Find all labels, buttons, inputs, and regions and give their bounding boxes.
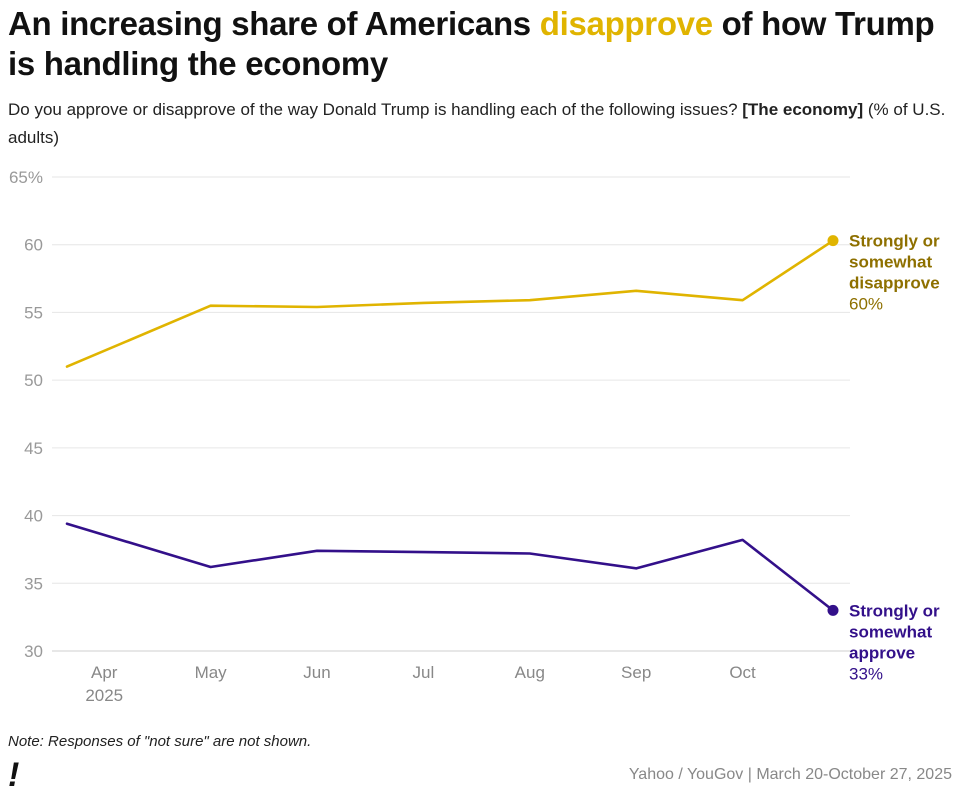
series-label-approve-line-3: approve — [849, 643, 915, 662]
data-point-approve-8 — [827, 604, 839, 616]
x-tick-label-oct: Oct — [729, 663, 756, 682]
title-part-1: An increasing share of Americans — [8, 5, 540, 42]
y-tick-label-50: 50 — [24, 371, 43, 390]
series-label-approve-line-2: somewhat — [849, 622, 932, 641]
series-label-disapprove-line-1: Strongly or — [849, 232, 940, 251]
y-tick-label-55: 55 — [24, 303, 43, 322]
x-tick-label-sep: Sep — [621, 663, 651, 682]
x-tick-label-jun: Jun — [303, 663, 330, 682]
chart-note: Note: Responses of "not sure" are not sh… — [8, 733, 312, 750]
x-tick-sublabel-year: 2025 — [85, 686, 123, 705]
title-part-2: of how Trump is handling the economy — [8, 5, 935, 82]
series-label-approve-line-1: Strongly or — [849, 601, 940, 620]
chart-source: Yahoo / YouGov | March 20-October 27, 20… — [628, 766, 952, 783]
data-point-disapprove-8 — [827, 235, 839, 247]
subtitle-issue: [The economy] — [742, 100, 864, 119]
chart-subtitle: Do you approve or disapprove of the way … — [8, 96, 948, 152]
y-tick-label-40: 40 — [24, 507, 43, 526]
y-tick-label-65: 65% — [9, 168, 43, 187]
series-end-value-approve: 33% — [849, 664, 883, 683]
yahoo-logo-icon: ! — [8, 756, 20, 794]
title-highlight: disapprove — [539, 5, 713, 42]
subtitle-question: Do you approve or disapprove of the way … — [8, 100, 743, 119]
x-tick-label-apr: Apr — [91, 663, 118, 682]
series-label-disapprove-line-2: somewhat — [849, 253, 932, 272]
series-label-disapprove-line-3: disapprove — [849, 274, 940, 293]
chart-title: An increasing share of Americans disappr… — [8, 4, 948, 84]
line-chart: 30 35 40 45 50 55 60 65% Apr 2025 May Jun Jul Aug Sep O… — [9, 168, 940, 705]
y-tick-label-35: 35 — [24, 574, 43, 593]
x-tick-label-may: May — [195, 663, 228, 682]
y-tick-label-45: 45 — [24, 439, 43, 458]
series-end-value-disapprove: 60% — [849, 295, 883, 314]
y-tick-label-30: 30 — [24, 642, 43, 661]
subtitle-units: (% of U.S. adults) — [8, 100, 946, 147]
y-tick-label-60: 60 — [24, 236, 43, 255]
x-tick-label-jul: Jul — [413, 663, 435, 682]
series-line-approve — [65, 522, 835, 612]
series-line-disapprove — [65, 239, 835, 368]
x-tick-label-aug: Aug — [515, 663, 545, 682]
